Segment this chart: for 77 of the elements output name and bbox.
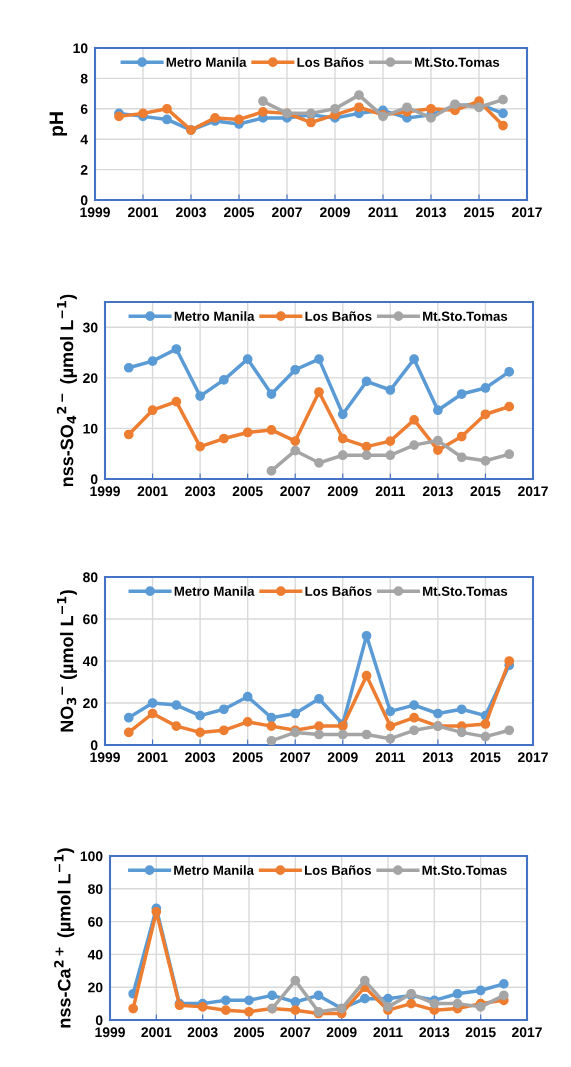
x-tick-label: 1999 <box>90 752 120 763</box>
y-axis-title: pH <box>49 112 68 136</box>
x-tick-label: 2017 <box>512 1027 542 1038</box>
y-axis-title: NO$_{3}$$^{−}$ (µmol L$^{−1}$) <box>57 590 77 732</box>
x-tick-label: 2017 <box>518 752 548 763</box>
y-tick-label: 60 <box>88 916 103 927</box>
x-tick-label: 2009 <box>320 207 350 218</box>
x-tick-label: 2001 <box>141 1027 172 1038</box>
x-tick-label: 2007 <box>280 1027 311 1038</box>
y-axis-title: nss-Ca$^{2+}$ (µmol L$^{−1}$) <box>54 848 75 1028</box>
y-tick-label: 0 <box>90 740 98 751</box>
x-tick-label: 2005 <box>232 486 263 497</box>
y-tick-label: 40 <box>82 656 98 667</box>
legend-label: Mt.Sto.Tomas <box>423 311 508 321</box>
x-tick-label: 2015 <box>465 1027 496 1038</box>
y-tick-label: 4 <box>80 134 88 145</box>
x-tick-label: 1999 <box>90 486 120 497</box>
y-tick-label: 8 <box>80 73 88 84</box>
y-tick-label: 30 <box>82 322 98 333</box>
x-tick-label: 2017 <box>512 207 542 218</box>
x-tick-label: 2005 <box>234 1027 265 1038</box>
x-tick-label: 1999 <box>95 1027 125 1038</box>
x-tick-label: 2005 <box>232 752 263 763</box>
x-tick-label: 2013 <box>422 486 453 497</box>
legend-label: Los Baños <box>305 311 372 321</box>
x-tick-label: 2007 <box>272 207 302 218</box>
legend-label: Metro Manila <box>174 311 255 321</box>
x-tick-label: 2011 <box>368 207 398 218</box>
x-tick-label: 2013 <box>422 752 453 763</box>
x-tick-label: 2011 <box>373 1027 403 1038</box>
x-tick-label: 2003 <box>185 752 216 763</box>
y-tick-label: 20 <box>83 373 98 384</box>
y-tick-label: 0 <box>95 1015 103 1026</box>
x-tick-label: 2007 <box>280 752 311 763</box>
x-tick-label: 2009 <box>327 486 358 497</box>
legend-label: Mt.Sto.Tomas <box>415 57 500 67</box>
x-tick-label: 2001 <box>128 207 159 218</box>
x-tick-label: 2009 <box>326 1027 357 1038</box>
y-tick-label: 0 <box>90 474 98 485</box>
legend-label: Mt.Sto.Tomas <box>422 865 507 875</box>
legend-label: Los Baños <box>304 865 372 875</box>
legend-label: Metro Manila <box>166 57 247 67</box>
x-tick-label: 2013 <box>419 1027 450 1038</box>
y-tick-label: 80 <box>88 884 103 894</box>
x-tick-label: 2003 <box>185 486 216 497</box>
legend-label: Mt.Sto.Tomas <box>423 586 508 596</box>
x-tick-label: 2003 <box>187 1027 218 1038</box>
y-tick-label: 10 <box>83 423 98 434</box>
legend-label: Metro Manila <box>174 586 255 596</box>
y-tick-label: 60 <box>83 614 98 625</box>
x-tick-label: 2015 <box>464 207 495 218</box>
x-tick-label: 2009 <box>327 752 358 763</box>
y-tick-label: 80 <box>83 572 98 583</box>
y-tick-label: 6 <box>80 104 88 114</box>
x-tick-label: 2001 <box>137 752 168 763</box>
legend-label: Los Baños <box>297 57 364 67</box>
legend-label: Metro Manila <box>174 865 255 875</box>
x-tick-label: 2015 <box>470 486 501 497</box>
y-axis-title: nss-SO$_{4}$$^{2−}$ (µmol L$^{−1}$) <box>56 294 77 487</box>
x-tick-label: 2017 <box>518 486 548 497</box>
y-tick-label: 100 <box>80 851 103 862</box>
y-tick-label: 2 <box>80 164 88 175</box>
legend-label: Los Baños <box>305 586 372 596</box>
x-tick-label: 2003 <box>176 207 206 218</box>
y-tick-label: 0 <box>80 195 88 206</box>
y-tick-label: 20 <box>83 698 98 709</box>
y-tick-label: 10 <box>73 43 88 54</box>
x-tick-label: 2011 <box>375 752 406 763</box>
x-tick-label: 2015 <box>470 752 501 763</box>
x-tick-label: 1999 <box>80 207 110 218</box>
x-tick-label: 2001 <box>137 486 168 497</box>
x-tick-label: 2011 <box>375 486 406 497</box>
y-tick-label: 40 <box>87 949 103 960</box>
x-tick-label: 2007 <box>280 486 311 497</box>
y-tick-label: 20 <box>88 982 103 993</box>
x-tick-label: 2013 <box>416 207 446 218</box>
x-tick-label: 2005 <box>224 207 255 218</box>
